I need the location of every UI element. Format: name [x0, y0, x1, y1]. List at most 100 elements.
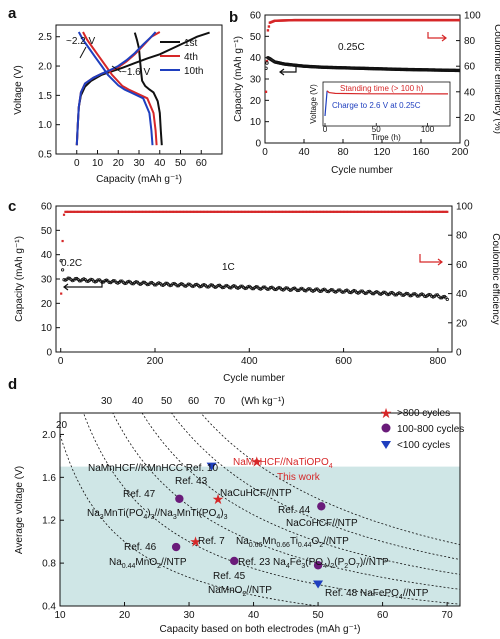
capacity-point: [273, 287, 277, 292]
inset-charge-line: [324, 90, 328, 117]
ce-point: [118, 210, 121, 213]
ce-point: [88, 210, 91, 213]
ce-point: [391, 210, 394, 213]
label-nacuhcf: NaCuHCF//NTP: [220, 488, 292, 499]
ce-point: [144, 210, 148, 213]
ce-point: [200, 210, 203, 213]
panel-b-ce-arrowhead: [441, 34, 447, 42]
ce-point: [183, 210, 186, 213]
ce-point: [385, 210, 388, 213]
ce-point: [320, 210, 323, 213]
panel-b-y2label: Coulombic efficiency (%): [492, 24, 500, 134]
ce-point: [157, 210, 160, 213]
ce-point: [355, 210, 358, 213]
ce-point: [378, 210, 381, 213]
capacity-point: [89, 277, 93, 281]
capacity-point: [227, 286, 232, 290]
ce-point: [251, 210, 254, 213]
ce-point: [168, 210, 172, 213]
ce-point: [324, 210, 327, 213]
ce-point: [300, 210, 303, 213]
capacity-point: [164, 281, 168, 285]
point-triangle-1: [206, 462, 217, 471]
capacity-point: [171, 282, 175, 286]
point-star-2: ★: [212, 491, 225, 507]
ce-point: [173, 210, 176, 213]
inset-xtick-label: 100: [421, 125, 435, 134]
ce-point: [446, 210, 449, 213]
panel-d-energy-unit: (Wh kg⁻¹): [241, 396, 285, 407]
ce-point: [430, 210, 433, 213]
ce-point: [201, 210, 204, 213]
panel-b-inset-xlabel: Time (h): [371, 133, 401, 142]
ce-point: [210, 210, 213, 213]
panel-d-ytick-label: 1.6: [42, 473, 56, 484]
ce-point: [211, 210, 214, 213]
label-ref44: Ref. 44: [278, 505, 311, 516]
ce-point: [60, 292, 63, 295]
ce-point: [99, 210, 102, 213]
ce-point: [184, 210, 187, 213]
panel-b-xlabel: Cycle number: [331, 165, 393, 176]
capacity-point: [111, 278, 116, 283]
capacity-point: [220, 286, 225, 290]
ce-point: [101, 210, 104, 213]
ce-point: [77, 210, 80, 213]
panel-d-ytick-label: 2.0: [42, 430, 56, 441]
ce-point: [369, 210, 373, 213]
panel-b-ytick-label: 0: [255, 139, 261, 150]
panel-b-ce-arrow: [427, 32, 446, 39]
panel-a-xtick-label: 20: [113, 158, 125, 169]
label-ref46: Ref. 46: [124, 542, 157, 553]
legend-10th-label: 10th: [184, 66, 203, 77]
ce-point: [443, 210, 446, 213]
ce-point: [154, 210, 158, 213]
capacity-point: [60, 268, 65, 272]
panel-d-xtick-label: 40: [248, 610, 260, 621]
panel-d-ytick-label: 0.4: [42, 602, 56, 613]
panel-a-legend: 1st 4th 10th: [160, 38, 203, 77]
ce-point: [98, 210, 101, 213]
ce-point: [132, 210, 135, 213]
ce-point: [350, 210, 353, 213]
ce-point: [441, 210, 445, 213]
ce-point: [102, 210, 105, 213]
label-na3mnti: Na3MnTi(PO4)3//Na3MnTi(PO4)3: [87, 508, 228, 521]
ce-point: [71, 210, 74, 213]
panel-c-y2tick-label: 20: [456, 318, 468, 329]
ce-point: [388, 210, 391, 213]
ce-point: [176, 210, 179, 213]
panel-b-ytick-label: 20: [250, 96, 262, 107]
capacity-point: [284, 286, 288, 290]
ce-point: [105, 210, 108, 213]
panel-d-legend: ★ >800 cycles 100-800 cycles <100 cycles: [380, 405, 465, 451]
ce-point: [306, 210, 309, 213]
point-circle-3: [175, 494, 184, 503]
ce-point: [371, 210, 374, 213]
capacity-point: [314, 287, 318, 291]
ce-point: [321, 210, 324, 213]
ce-point: [340, 210, 343, 213]
label-this-work-system: NaMnHCF//NaTiOPO4: [233, 457, 333, 470]
ce-point: [256, 210, 259, 213]
ce-point: [379, 210, 382, 213]
panel-c-y2tick-label: 0: [456, 348, 462, 359]
ce-point: [310, 210, 313, 213]
ce-point: [252, 210, 255, 213]
series-1st-charge-line: [75, 31, 210, 146]
capacity-point: [62, 278, 66, 282]
panel-b-ytick-label: 60: [250, 11, 262, 22]
panel-c-y2tick-label: 40: [456, 289, 468, 300]
ce-point: [368, 210, 371, 213]
ce-point: [140, 210, 143, 213]
capacity-point: [348, 290, 352, 295]
ce-point: [225, 210, 228, 213]
panel-c-cap-arrow: [64, 280, 103, 288]
capacity-point: [291, 286, 295, 291]
panel-a-xtick-label: 10: [92, 158, 104, 169]
capacity-point: [243, 286, 247, 291]
ce-point: [111, 210, 114, 213]
label-this-work: This work: [277, 472, 321, 483]
panel-c-ytick-label: 20: [41, 299, 53, 310]
ce-point: [282, 210, 285, 213]
